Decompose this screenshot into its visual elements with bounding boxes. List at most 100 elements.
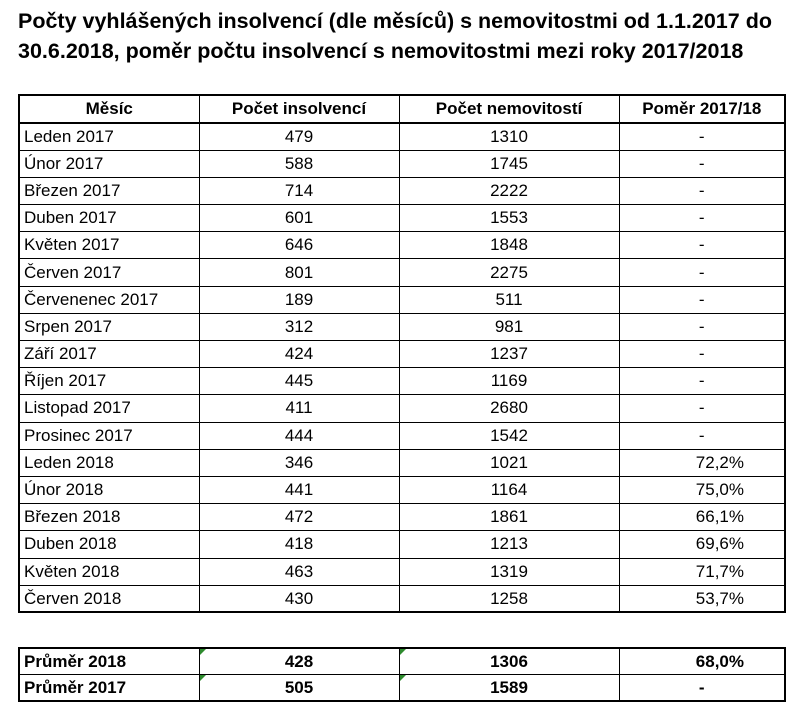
summary-row: Průměr 2018 428 1306 68,0%: [18, 647, 786, 675]
insolvencies-cell: 801: [198, 258, 400, 287]
properties-cell: 1258: [398, 584, 620, 614]
insolvencies-cell: 411: [198, 394, 400, 423]
insolvencies-cell: 479: [198, 122, 400, 151]
insolvencies-cell: 444: [198, 421, 400, 450]
table-row: Září 2017 424 1237-: [18, 339, 786, 369]
month-cell: Červen 2018: [18, 584, 200, 614]
title-line-1: Počty vyhlášených insolvencí (dle měsíců…: [18, 9, 772, 33]
month-cell: Září 2017: [18, 339, 200, 369]
insolvency-table: Měsíc Počet insolvencí Počet nemovitostí…: [18, 94, 786, 614]
table-row: Březen 2018 472 1861 66,1%: [18, 503, 786, 532]
insolvencies-cell: 418: [198, 530, 400, 559]
properties-cell: 1164: [398, 475, 620, 505]
month-cell: Leden 2018: [18, 448, 200, 477]
ratio-cell: 66,1%: [618, 503, 786, 532]
insolvencies-cell: 430: [198, 584, 400, 614]
insolvencies-cell: 646: [198, 231, 400, 260]
ratio-cell: 69,6%: [618, 530, 786, 559]
summary-ratio-cell: -: [618, 674, 786, 702]
table-row: Duben 2018 418 1213 69,6%: [18, 530, 786, 559]
title-line-2: 30.6.2018, poměr počtu insolvencí s nemo…: [18, 39, 744, 63]
properties-cell: 2222: [398, 176, 620, 206]
ratio-cell: -: [618, 122, 786, 151]
summary-ratio-cell: 68,0%: [618, 647, 786, 675]
insolvencies-cell: 424: [198, 339, 400, 369]
table-row: Leden 2018 346 1021 72,2%: [18, 448, 786, 477]
properties-cell: 981: [398, 312, 620, 342]
ratio-cell: -: [618, 312, 786, 342]
properties-cell: 1169: [398, 367, 620, 396]
properties-cell: 2680: [398, 394, 620, 423]
month-cell: Únor 2017: [18, 149, 200, 178]
properties-cell: 1319: [398, 557, 620, 586]
table-row: Prosinec 2017 444 1542-: [18, 421, 786, 450]
header-insolvencies: Počet insolvencí: [198, 94, 400, 124]
ratio-cell: -: [618, 285, 786, 314]
month-cell: Březen 2017: [18, 176, 200, 206]
properties-cell: 1542: [398, 421, 620, 450]
properties-cell: 1213: [398, 530, 620, 559]
header-month: Měsíc: [18, 94, 200, 124]
ratio-cell: 75,0%: [618, 475, 786, 505]
ratio-cell: -: [618, 339, 786, 369]
properties-cell: 1745: [398, 149, 620, 178]
summary-properties-cell: 1306: [398, 647, 620, 675]
table-header-row: Měsíc Počet insolvencí Počet nemovitostí…: [18, 94, 786, 124]
header-properties: Počet nemovitostí: [398, 94, 620, 124]
summary-row: Průměr 2017 505 1589-: [18, 674, 786, 702]
summary-insolvencies-cell: 505: [198, 674, 400, 702]
insolvencies-cell: 441: [198, 475, 400, 505]
table-row: Červen 2018 430 1258 53,7%: [18, 584, 786, 614]
properties-cell: 1237: [398, 339, 620, 369]
insolvencies-cell: 588: [198, 149, 400, 178]
summary-table: Průměr 2018 428 1306 68,0% Průměr 2017 505 158…: [18, 647, 786, 702]
month-cell: Leden 2017: [18, 122, 200, 151]
month-cell: Květen 2017: [18, 231, 200, 260]
ratio-cell: -: [618, 367, 786, 396]
insolvencies-cell: 445: [198, 367, 400, 396]
table-row: Červen 2017 801 2275-: [18, 258, 786, 287]
ratio-cell: -: [618, 204, 786, 233]
insolvencies-cell: 346: [198, 448, 400, 477]
properties-cell: 511: [398, 285, 620, 314]
ratio-cell: -: [618, 421, 786, 450]
table-row: Duben 2017 601 1553-: [18, 204, 786, 233]
insolvencies-cell: 601: [198, 204, 400, 233]
table-row: Květen 2017 646 1848-: [18, 231, 786, 260]
table-row: Listopad 2017 411 2680-: [18, 394, 786, 423]
table-row: Srpen 2017 312 981-: [18, 312, 786, 342]
ratio-cell: 72,2%: [618, 448, 786, 477]
month-cell: Říjen 2017: [18, 367, 200, 396]
summary-label-cell: Průměr 2018: [18, 647, 200, 675]
table-row: Říjen 2017 445 1169-: [18, 367, 786, 396]
month-cell: Prosinec 2017: [18, 421, 200, 450]
table-row: Červenenec 2017 189 511-: [18, 285, 786, 314]
document-title: Počty vyhlášených insolvencí (dle měsíců…: [18, 6, 788, 66]
month-cell: Listopad 2017: [18, 394, 200, 423]
table-row: Únor 2017 588 1745-: [18, 149, 786, 178]
ratio-cell: -: [618, 231, 786, 260]
ratio-cell: -: [618, 258, 786, 287]
properties-cell: 2275: [398, 258, 620, 287]
properties-cell: 1310: [398, 122, 620, 151]
summary-insolvencies-cell: 428: [198, 647, 400, 675]
summary-properties-cell: 1589: [398, 674, 620, 702]
month-cell: Červen 2017: [18, 258, 200, 287]
insolvencies-cell: 312: [198, 312, 400, 342]
table-row: Leden 2017 479 1310-: [18, 122, 786, 151]
month-cell: Duben 2017: [18, 204, 200, 233]
properties-cell: 1021: [398, 448, 620, 477]
properties-cell: 1553: [398, 204, 620, 233]
properties-cell: 1848: [398, 231, 620, 260]
ratio-cell: 71,7%: [618, 557, 786, 586]
summary-label-cell: Průměr 2017: [18, 674, 200, 702]
ratio-cell: 53,7%: [618, 584, 786, 614]
month-cell: Duben 2018: [18, 530, 200, 559]
month-cell: Únor 2018: [18, 475, 200, 505]
ratio-cell: -: [618, 149, 786, 178]
insolvencies-cell: 463: [198, 557, 400, 586]
insolvencies-cell: 714: [198, 176, 400, 206]
month-cell: Srpen 2017: [18, 312, 200, 342]
month-cell: Květen 2018: [18, 557, 200, 586]
insolvencies-cell: 189: [198, 285, 400, 314]
